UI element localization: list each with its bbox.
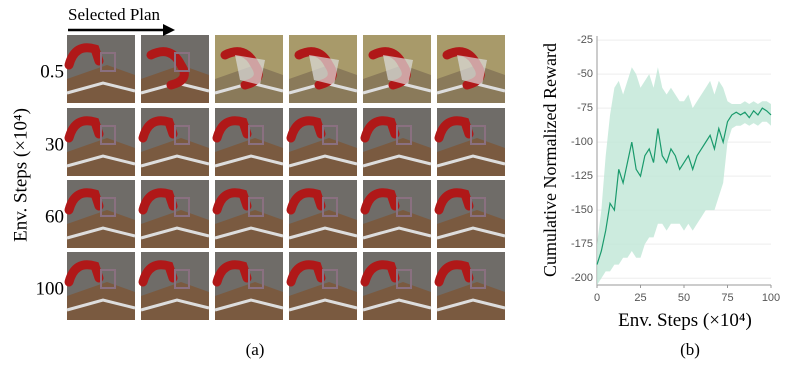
y-tick-label: -100 bbox=[571, 136, 593, 148]
image bbox=[215, 108, 283, 176]
chart: -200 -175 -150 -125 -100 -75 -50 -25 0 25 50 75 100 bbox=[571, 34, 780, 304]
y-tick-label: -50 bbox=[577, 68, 593, 80]
image-grid bbox=[67, 35, 505, 320]
image bbox=[141, 252, 209, 320]
arrow-label: Selected Plan bbox=[68, 5, 161, 24]
image bbox=[437, 35, 505, 103]
image bbox=[215, 252, 283, 320]
x-tick-label: 100 bbox=[762, 292, 780, 304]
x-tick-label: 75 bbox=[721, 292, 733, 304]
image bbox=[215, 180, 283, 248]
y-tick-label: -25 bbox=[577, 34, 593, 46]
image bbox=[67, 35, 135, 103]
x-tick-label: 25 bbox=[634, 292, 646, 304]
caption-a: (a) bbox=[246, 340, 265, 359]
x-tick-label: 0 bbox=[594, 292, 600, 304]
row-label: 100 bbox=[36, 278, 65, 299]
image bbox=[363, 108, 431, 176]
image bbox=[437, 252, 505, 320]
image bbox=[141, 35, 209, 103]
x-tick-label: 50 bbox=[678, 292, 690, 304]
image bbox=[437, 180, 505, 248]
image bbox=[289, 35, 357, 103]
image bbox=[67, 108, 135, 176]
y-tick-label: -125 bbox=[571, 170, 593, 182]
y-axis-label: Cumulative Normalized Reward bbox=[540, 43, 560, 277]
image bbox=[141, 180, 209, 248]
image bbox=[363, 252, 431, 320]
image bbox=[363, 180, 431, 248]
row-label: 30 bbox=[45, 134, 64, 155]
y-tick-label: -200 bbox=[571, 272, 593, 284]
image bbox=[141, 108, 209, 176]
y-tick-label: -150 bbox=[571, 204, 593, 216]
image bbox=[363, 35, 431, 103]
image bbox=[289, 108, 357, 176]
caption-b: (b) bbox=[680, 340, 700, 359]
arrow-head bbox=[163, 24, 175, 36]
row-label: 60 bbox=[45, 206, 64, 227]
image bbox=[67, 252, 135, 320]
image bbox=[437, 108, 505, 176]
image bbox=[289, 180, 357, 248]
image bbox=[215, 35, 283, 103]
row-axis-label: Env. Steps (×10⁴) bbox=[10, 108, 31, 242]
image bbox=[289, 252, 357, 320]
figure: Selected Plan Env. Steps (×10⁴) (a) (b) … bbox=[0, 0, 785, 368]
y-tick-label: -175 bbox=[571, 238, 593, 250]
row-label: 0.5 bbox=[40, 61, 64, 82]
y-tick-label: -75 bbox=[577, 102, 593, 114]
x-axis-label: Env. Steps (×10⁴) bbox=[618, 310, 752, 331]
image bbox=[67, 180, 135, 248]
